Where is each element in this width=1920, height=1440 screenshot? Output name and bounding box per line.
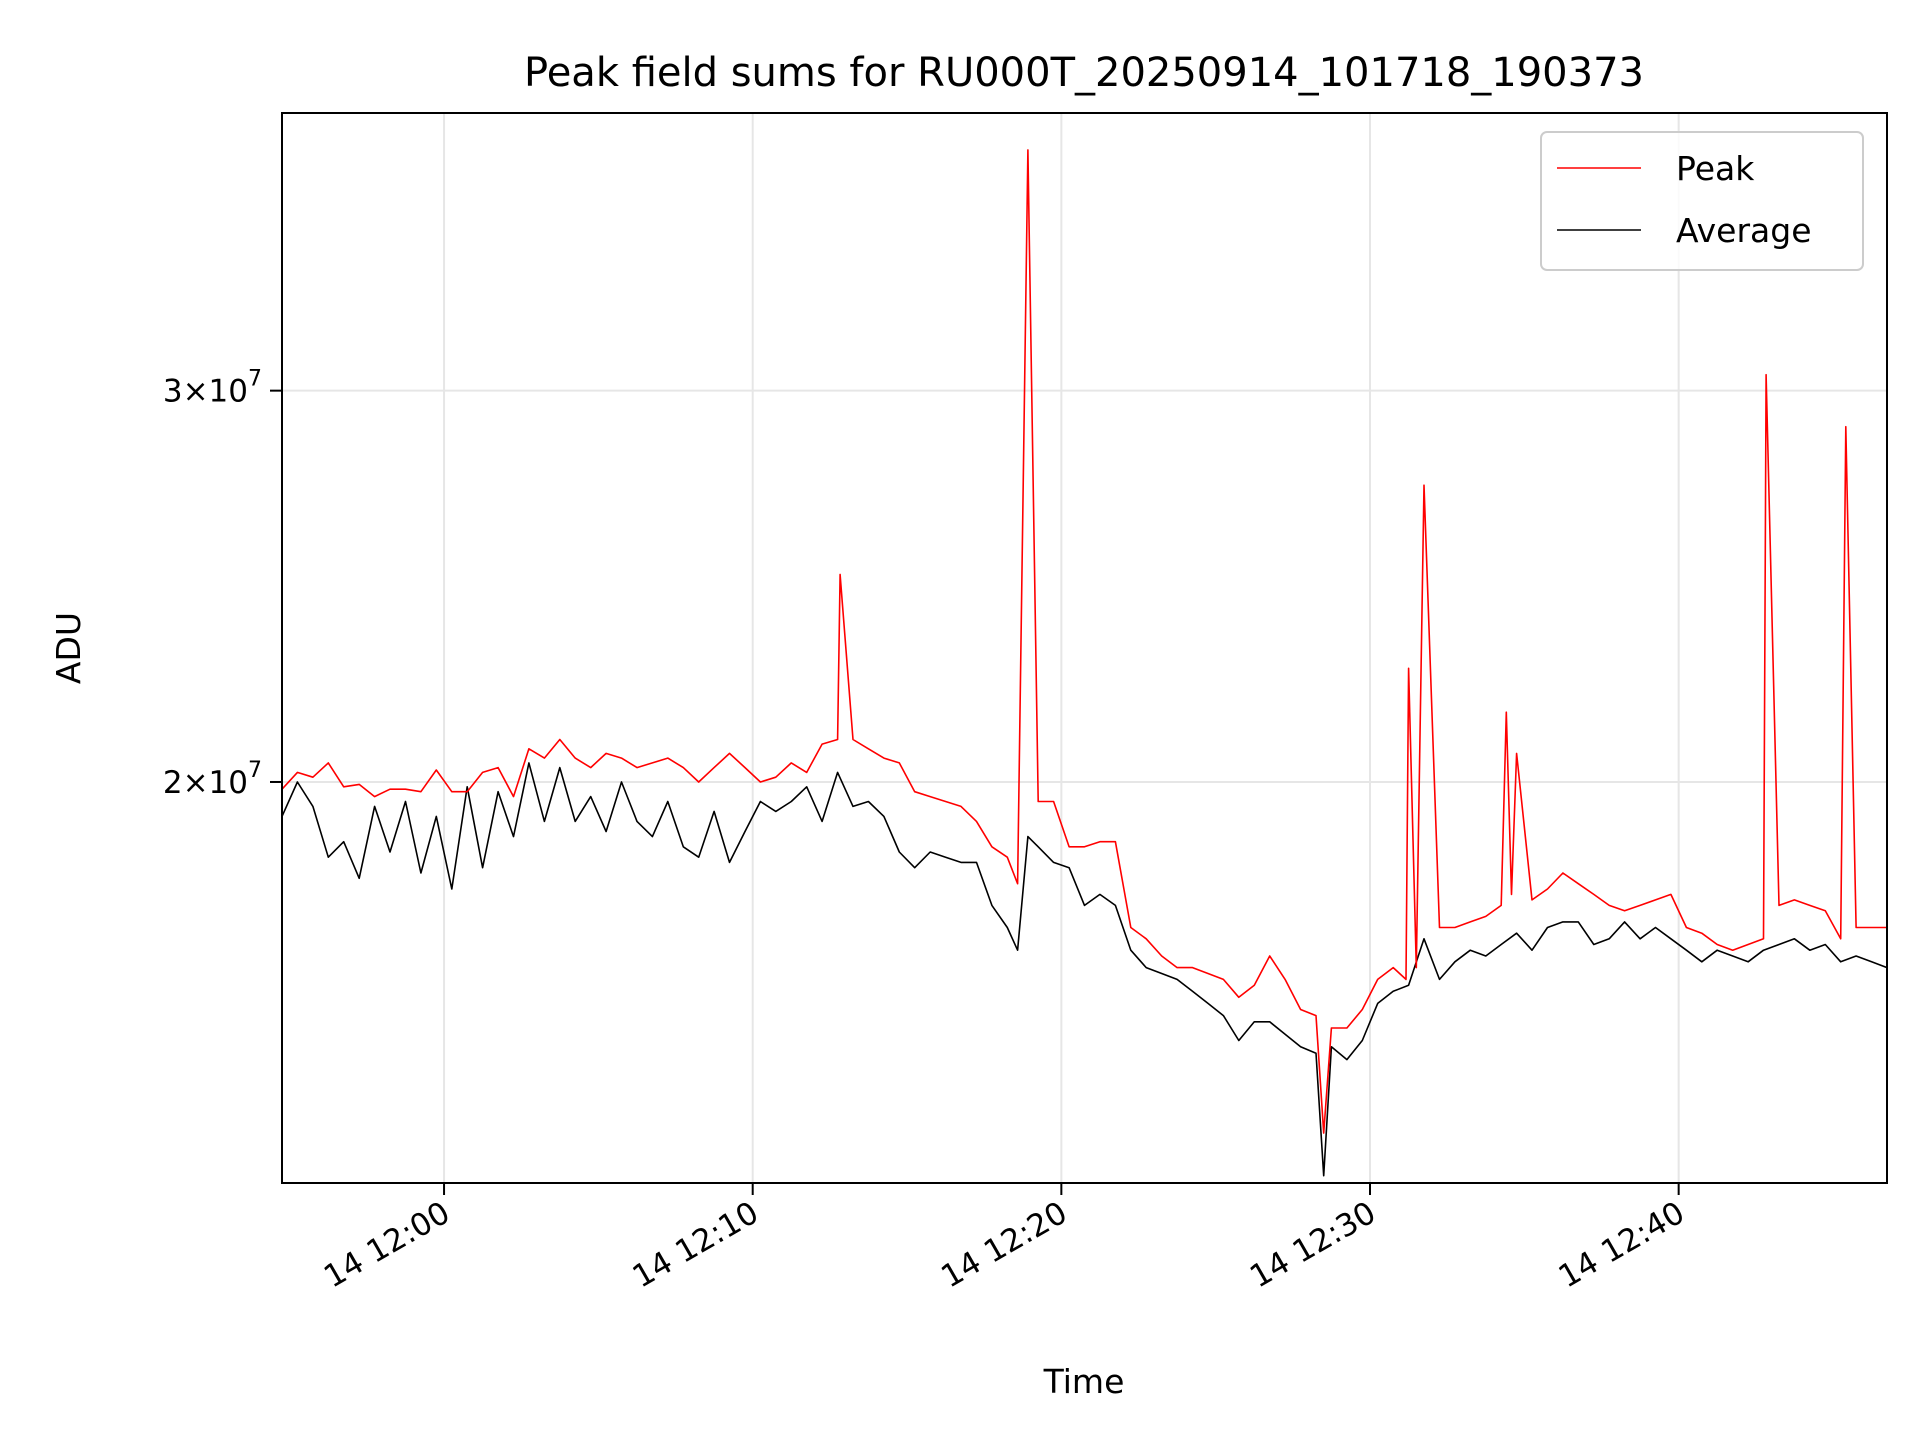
series-line-average bbox=[282, 762, 1887, 1177]
y-tick-label-exponent: 7 bbox=[248, 758, 262, 783]
legend-label-average: Average bbox=[1676, 211, 1812, 250]
plot-frame bbox=[281, 112, 1888, 1184]
legend-label-peak: Peak bbox=[1676, 149, 1755, 188]
y-tick-label: 3×107 bbox=[163, 367, 262, 410]
y-tick-label: 2×107 bbox=[163, 758, 262, 801]
y-tick-label-base: 2×10 bbox=[163, 765, 248, 801]
series-layer bbox=[282, 149, 1887, 1177]
x-axis-label: Time bbox=[1043, 1362, 1125, 1401]
legend-box bbox=[1540, 131, 1864, 271]
series-line-peak bbox=[282, 149, 1887, 1134]
legend: Peak Average bbox=[1540, 131, 1864, 271]
y-tick-label-exponent: 7 bbox=[248, 367, 262, 392]
y-tick-label-base: 3×10 bbox=[163, 374, 248, 410]
y-axis-label: ADU bbox=[49, 612, 88, 684]
chart-title: Peak field sums for RU000T_20250914_1017… bbox=[524, 50, 1644, 96]
grid-lines bbox=[282, 113, 1887, 1183]
